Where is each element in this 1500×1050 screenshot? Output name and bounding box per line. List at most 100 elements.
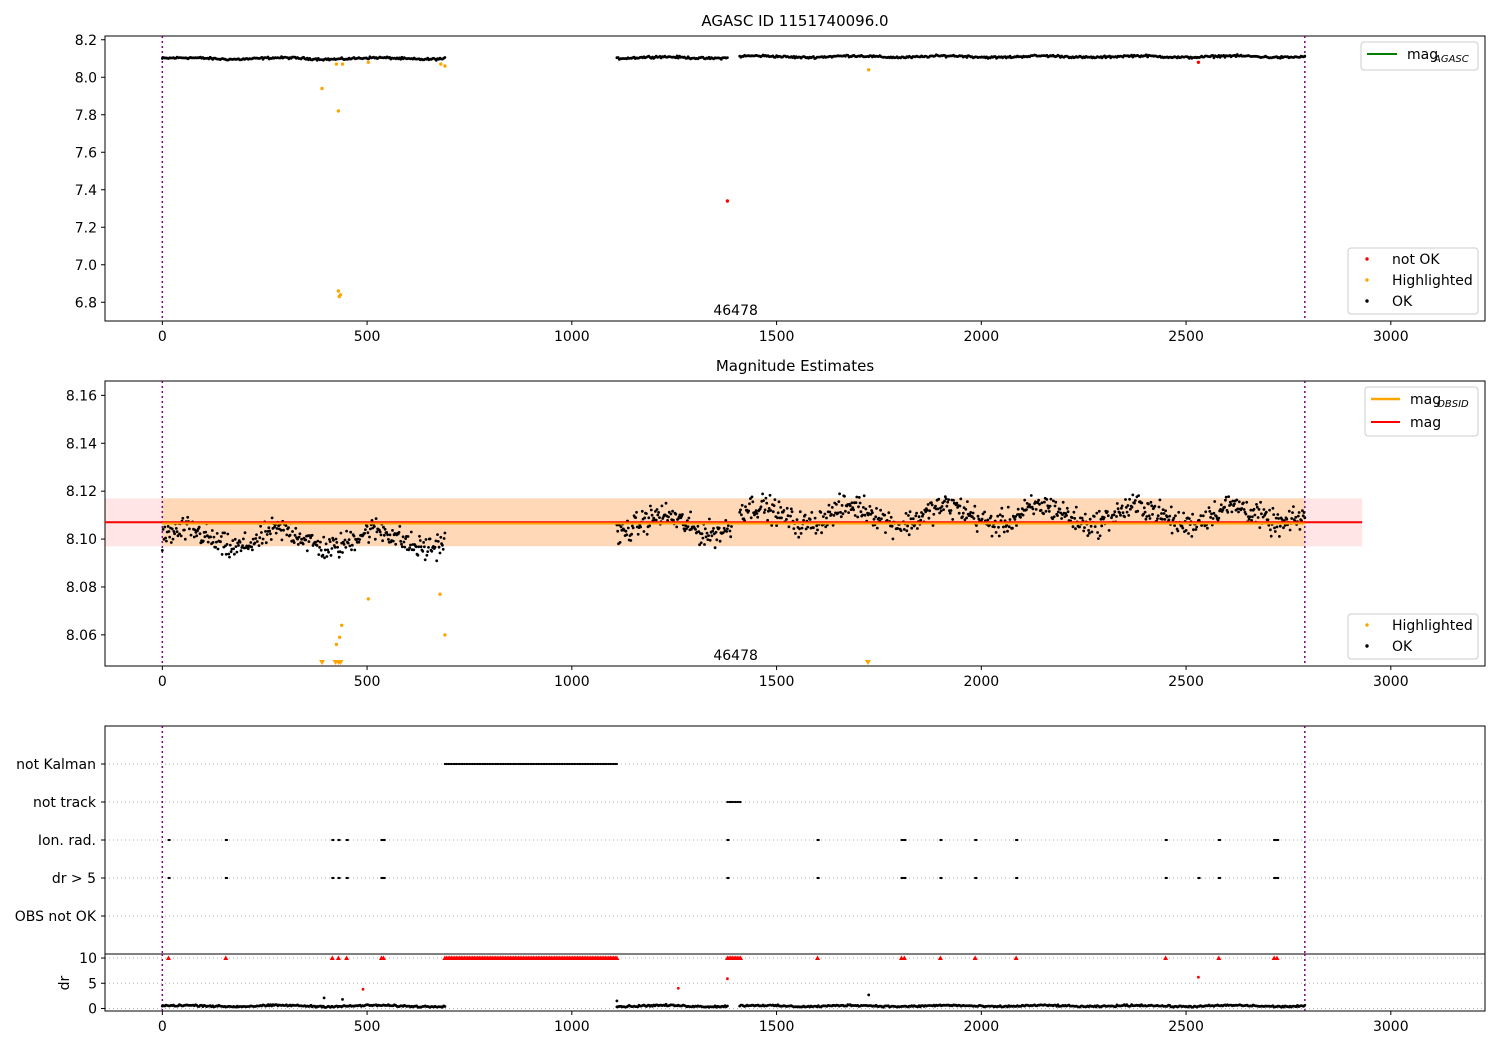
data-point xyxy=(739,508,742,512)
y-tick-label: 8.10 xyxy=(66,532,97,548)
data-point xyxy=(794,532,797,535)
data-point xyxy=(438,592,442,596)
data-point xyxy=(961,515,964,519)
data-point xyxy=(964,507,968,511)
data-point xyxy=(934,504,937,508)
data-point xyxy=(400,545,404,549)
data-point xyxy=(629,539,633,542)
data-point xyxy=(1249,508,1253,512)
data-point xyxy=(955,501,959,505)
data-point xyxy=(259,524,262,528)
data-point xyxy=(1255,503,1258,506)
data-point xyxy=(844,509,847,513)
data-point xyxy=(1148,517,1152,520)
data-point xyxy=(771,510,775,514)
data-point xyxy=(193,528,197,532)
data-point xyxy=(857,496,861,499)
data-point xyxy=(1268,508,1271,512)
data-point xyxy=(238,540,242,544)
x-tick-label: 2000 xyxy=(964,674,1000,690)
data-point xyxy=(681,513,684,516)
data-point xyxy=(328,538,331,541)
data-point xyxy=(686,525,690,528)
data-point xyxy=(1160,512,1163,515)
data-point xyxy=(1015,524,1018,527)
data-point xyxy=(798,527,801,531)
clipped-dr-marker xyxy=(901,955,907,961)
data-point xyxy=(1227,495,1231,498)
data-point xyxy=(856,515,860,519)
data-point xyxy=(563,762,566,766)
data-point xyxy=(684,524,688,528)
data-point xyxy=(571,762,574,766)
legend-label: Highlighted xyxy=(1392,618,1473,634)
data-point xyxy=(576,762,579,766)
data-point xyxy=(1260,512,1263,516)
data-point xyxy=(697,530,701,533)
x-tick-label: 0 xyxy=(158,1019,167,1035)
data-point xyxy=(463,762,466,766)
data-point xyxy=(269,532,272,536)
data-point xyxy=(383,527,387,531)
data-point xyxy=(726,1004,729,1008)
data-point xyxy=(1187,532,1190,535)
data-point xyxy=(850,501,854,505)
data-point xyxy=(773,498,777,501)
data-point xyxy=(270,516,274,520)
data-point xyxy=(1199,514,1203,518)
data-point xyxy=(971,511,975,515)
data-point xyxy=(1090,530,1094,534)
data-point xyxy=(210,529,214,532)
x-tick-label: 1000 xyxy=(554,674,590,690)
data-point xyxy=(650,513,654,517)
clipped-dr-marker xyxy=(335,955,341,961)
data-point xyxy=(1098,534,1102,538)
data-point xyxy=(494,762,497,766)
data-point xyxy=(1056,514,1059,517)
data-point xyxy=(1083,512,1087,516)
data-point xyxy=(1297,511,1301,514)
data-point xyxy=(374,517,378,520)
data-point xyxy=(1123,515,1126,519)
data-point xyxy=(235,550,239,554)
data-point xyxy=(423,558,427,562)
data-point xyxy=(320,86,324,91)
data-point xyxy=(481,762,484,766)
data-point xyxy=(1023,498,1027,502)
data-point xyxy=(747,509,751,513)
data-point xyxy=(762,511,766,514)
data-point xyxy=(715,538,719,542)
data-point xyxy=(940,876,943,880)
data-point xyxy=(597,762,601,766)
panel1-title: AGASC ID 1151740096.0 xyxy=(701,12,888,30)
data-point xyxy=(858,501,862,505)
data-point xyxy=(872,517,876,521)
data-point xyxy=(368,535,371,539)
data-point xyxy=(428,537,432,541)
data-point xyxy=(707,534,710,537)
data-point xyxy=(305,549,309,553)
data-point xyxy=(1011,526,1014,530)
data-point xyxy=(863,513,867,517)
data-point xyxy=(996,514,1000,518)
data-point xyxy=(1274,876,1277,880)
flag-category-label: not Kalman xyxy=(16,757,96,773)
data-point xyxy=(1147,502,1150,506)
data-point xyxy=(318,546,321,549)
data-point xyxy=(332,538,335,542)
data-point xyxy=(1277,876,1280,880)
data-point xyxy=(1290,517,1294,520)
data-point xyxy=(517,762,520,766)
data-point xyxy=(319,540,322,544)
x-tick-label: 0 xyxy=(158,329,167,345)
data-point xyxy=(604,762,607,766)
data-point xyxy=(373,537,377,541)
data-point xyxy=(840,504,844,507)
data-point xyxy=(1074,505,1078,509)
y-tick-label: 7.2 xyxy=(75,220,97,236)
data-point xyxy=(1113,510,1117,514)
data-point xyxy=(1269,534,1273,538)
data-point xyxy=(609,762,612,766)
data-point xyxy=(547,762,550,766)
data-point xyxy=(253,541,257,545)
